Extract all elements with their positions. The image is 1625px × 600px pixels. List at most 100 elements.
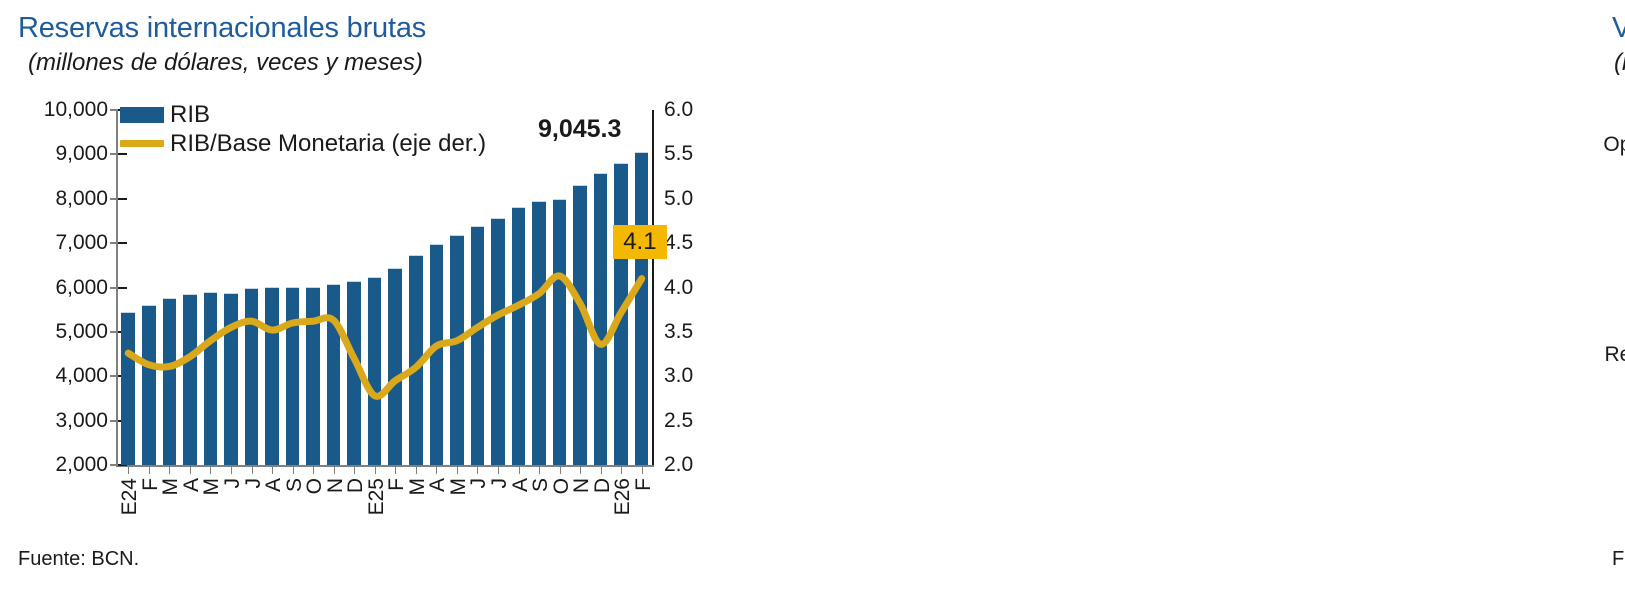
left-chart-y-tick-mark — [110, 286, 118, 289]
left-chart-plot-area: 2,000 3,000 4,000 5,000 6,000 7,000 8,000 9,000… — [44, 98, 693, 476]
legend-item-rib-base-monetaria-label: RIB/Base Monetaria (eje der.) — [170, 129, 487, 157]
legend-bar-swatch-icon — [120, 106, 164, 123]
left-chart-bar — [142, 304, 156, 465]
left-chart-bar — [306, 287, 320, 465]
left-chart-x-tick-mark — [128, 465, 130, 474]
left-chart: 2,000 3,000 4,000 5,000 6,000 7,000 8,000 9,000… — [0, 98, 800, 540]
left-chart-y2-axis — [652, 110, 654, 465]
left-chart-x-axis — [116, 465, 654, 467]
legend-item-rib-label: RIB — [170, 100, 211, 128]
left-chart-y-tick-label: 5,000 — [55, 319, 108, 343]
right-chart-row-label: Redención neta de títulos ME — [1604, 343, 1625, 366]
left-chart-y2-tick-label: 5.0 — [664, 186, 694, 210]
right-chart-subtitle: (millones de dólares) — [1614, 49, 1625, 76]
right-chart: Desacumulación Acumulación Operaciones c… — [1600, 100, 1625, 540]
right-chart-row: Cuentas netas del SPNF6.1 — [1600, 250, 1625, 280]
left-chart-y-tick-mark — [110, 109, 118, 111]
left-chart-y2-tick-mark — [118, 464, 127, 466]
left-chart-y-tick-mark — [110, 419, 118, 422]
left-chart-y-tick-mark — [110, 375, 118, 378]
left-chart-bar — [388, 268, 403, 465]
left-chart-x-tick-mark — [456, 465, 458, 474]
left-chart-x-tick-mark — [559, 465, 561, 474]
left-chart-bar — [552, 198, 567, 465]
left-chart-x-tick-mark — [292, 465, 294, 474]
right-chart-row: Cuentas corrientes en ME26.2 — [1600, 190, 1625, 220]
left-chart-y2-tick-mark — [118, 286, 127, 289]
right-chart-total-row: RIB451.8 — [1600, 433, 1625, 469]
left-chart-subtitle: (millones de dólares, veces y meses) — [28, 49, 423, 76]
left-chart-y2-tick-label: 4.5 — [664, 231, 694, 255]
left-chart-bar — [429, 243, 444, 465]
left-chart-legend: RIB RIB/Base Monetaria (eje der.) — [120, 100, 486, 158]
left-chart-x-tick-mark — [210, 465, 212, 474]
left-chart-y-tick-label: 10,000 — [43, 98, 108, 121]
left-chart-y2-tick-label: 4.0 — [664, 275, 694, 299]
left-chart-bar — [532, 200, 546, 465]
left-chart-y-tick-label: 2,000 — [55, 453, 108, 476]
left-chart-x-tick-mark — [641, 465, 643, 474]
right-chart-row: Encaje ME(18.5) — [1600, 370, 1625, 400]
right-title-block: Variación de las RIB del BCN en febrero … — [1612, 12, 1625, 77]
left-chart-x-tick-mark — [600, 465, 602, 474]
left-chart-bar — [121, 312, 136, 465]
left-chart-bar — [162, 298, 177, 465]
left-panel: Reservas internacionales brutas (millone… — [0, 0, 800, 600]
left-chart-bar — [285, 287, 300, 465]
left-chart-bar — [511, 206, 526, 465]
left-chart-bar — [450, 235, 464, 465]
left-chart-bar — [224, 292, 238, 465]
left-chart-bar — [183, 293, 197, 465]
left-chart-y2-tick-label: 5.5 — [664, 142, 694, 166]
right-chart-rows: Operaciones cambiarias BCN451.3Recursos … — [1600, 130, 1625, 430]
legend-item-rib-base-monetaria: RIB/Base Monetaria (eje der.) — [120, 129, 486, 158]
left-chart-y2-tick-mark — [118, 197, 127, 200]
right-chart-row: Redención neta de títulos ME(5.0) — [1600, 340, 1625, 370]
legend-line-swatch-icon — [120, 140, 164, 147]
right-chart-row: Recursos externos SPNF48.9 — [1600, 160, 1625, 190]
left-chart-y-tick-label: 3,000 — [55, 408, 108, 432]
left-chart-title: Reservas internacionales brutas — [18, 12, 427, 44]
left-chart-source: Fuente: BCN. — [18, 548, 140, 570]
left-chart-ratio-line — [124, 272, 646, 400]
left-chart-y-tick-label: 6,000 — [55, 275, 108, 299]
left-chart-y-tick-label: 9,000 — [55, 142, 108, 166]
left-chart-x-tick-mark — [539, 465, 541, 474]
left-chart-x-tick-mark — [148, 465, 150, 474]
left-chart-x-tick-mark — [251, 465, 253, 474]
left-chart-x-tick-label: F — [631, 478, 655, 491]
left-chart-x-tick-mark — [169, 465, 171, 474]
left-chart-x-tick-mark — [395, 465, 397, 474]
left-chart-x-tick-mark — [497, 465, 499, 474]
right-chart-row: Depósitos monetarios ME(1.5) — [1600, 280, 1625, 310]
right-chart-title: Variación de las RIB del BCN en febrero … — [1612, 12, 1625, 44]
left-chart-y-tick-mark — [110, 242, 118, 245]
left-chart-y2-tick-mark — [118, 153, 127, 156]
left-chart-y-tick-label: 4,000 — [55, 364, 108, 388]
left-chart-y-tick-label: 7,000 — [55, 231, 108, 255]
left-chart-bar — [409, 255, 423, 465]
right-chart-row: Intereses por RIB del BCN18.8 — [1600, 220, 1625, 250]
left-chart-x-tick-mark — [580, 465, 582, 474]
left-chart-ratio-callout: 4.1 — [613, 224, 667, 259]
left-chart-bar — [491, 217, 505, 465]
right-chart-source: Fuente: BCN. — [1612, 548, 1625, 570]
left-chart-peak-value-label: 9,045.3 — [538, 115, 622, 143]
left-chart-y2-tick-mark — [118, 242, 127, 245]
left-chart-y-tick-mark — [110, 197, 118, 200]
right-panel: Variación de las RIB del BCN en febrero … — [800, 0, 1625, 600]
left-chart-x-tick-mark — [477, 465, 479, 474]
left-chart-x-tick-mark — [436, 465, 438, 474]
left-chart-y-tick-label: 8,000 — [55, 186, 108, 210]
left-chart-x-tick-mark — [354, 465, 356, 474]
left-chart-bar — [347, 280, 361, 465]
left-chart-x-tick-mark — [518, 465, 520, 474]
left-chart-x-tick-mark — [374, 465, 376, 474]
left-title-block: Reservas internacionales brutas (millone… — [18, 12, 426, 77]
left-chart-bar — [593, 173, 608, 465]
left-chart-y-tick-mark — [110, 153, 118, 156]
left-chart-bar — [573, 184, 587, 465]
right-chart-row: Operaciones cambiarias BCN451.3 — [1600, 130, 1625, 160]
left-chart-x-tick-mark — [189, 465, 191, 474]
left-chart-y2-tick-label: 6.0 — [664, 98, 694, 121]
